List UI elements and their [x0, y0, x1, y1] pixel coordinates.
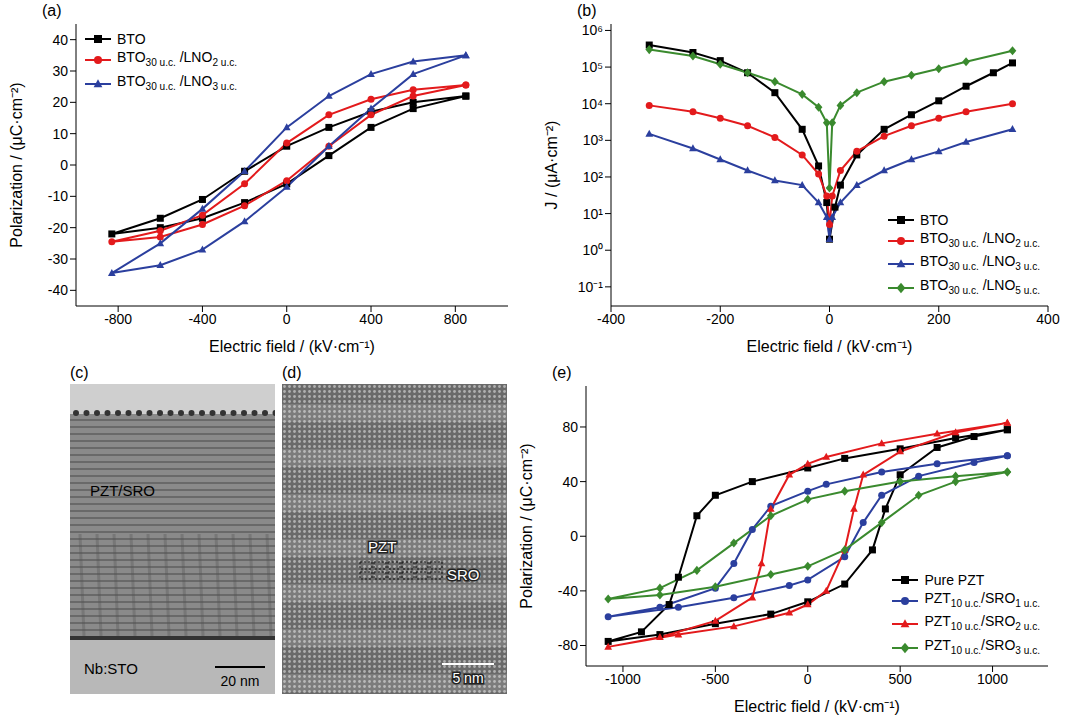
html-text:PZT10 u.c./SRO3 u.c.: PZT10 u.c./SRO3 u.c.	[924, 637, 1040, 656]
svg-text:10⁻¹: 10⁻¹	[578, 279, 604, 295]
svg-text:-40: -40	[48, 282, 68, 298]
svg-text:10²: 10²	[583, 169, 604, 185]
svg-text:400: 400	[359, 311, 383, 327]
html-text:(c): (c)	[70, 364, 89, 381]
html-text:BTO: BTO	[920, 211, 949, 228]
html-text:(d): (d)	[282, 364, 302, 381]
svg-text:-40: -40	[558, 583, 578, 599]
svg-text:PZT: PZT	[368, 538, 396, 555]
svg-text:0: 0	[283, 311, 291, 327]
svg-text:0: 0	[570, 528, 578, 544]
svg-text:Polarization / (μC·cm⁻²): Polarization / (μC·cm⁻²)	[518, 443, 535, 608]
svg-text:Polarization / (μC·cm⁻²): Polarization / (μC·cm⁻²)	[8, 82, 25, 247]
html-text:BTO30 u.c./LNO2 u.c.: BTO30 u.c./LNO2 u.c.	[920, 229, 1040, 249]
svg-text:J / (μA·cm⁻²): J / (μA·cm⁻²)	[543, 121, 560, 210]
svg-text:5 nm: 5 nm	[452, 670, 483, 686]
svg-text:Electric field / (kV·cm⁻¹): Electric field / (kV·cm⁻¹)	[209, 338, 375, 355]
svg-text:-20: -20	[48, 220, 68, 236]
svg-text:10¹: 10¹	[583, 206, 604, 222]
svg-text:500: 500	[888, 671, 912, 687]
svg-text:30: 30	[52, 63, 68, 79]
svg-text:Electric field / (kV·cm⁻¹): Electric field / (kV·cm⁻¹)	[747, 338, 913, 355]
svg-text:-10: -10	[48, 188, 68, 204]
html-text:PZT10 u.c./SRO2 u.c.: PZT10 u.c./SRO2 u.c.	[924, 613, 1040, 633]
html-text:(a): (a)	[42, 2, 62, 19]
svg-text:Nb:STO: Nb:STO	[84, 660, 138, 677]
svg-text:SRO: SRO	[447, 566, 480, 583]
svg-text:0: 0	[826, 311, 834, 327]
svg-text:10⁴: 10⁴	[581, 96, 603, 112]
svg-text:20 nm: 20 nm	[221, 673, 260, 689]
html-text:(b): (b)	[577, 2, 597, 19]
html-text:BTO: BTO	[117, 31, 146, 47]
svg-text:10⁶: 10⁶	[582, 22, 603, 38]
html-text:BTO30 u.c./LNO3 u.c.: BTO30 u.c./LNO3 u.c.	[920, 253, 1040, 273]
svg-text:10³: 10³	[583, 132, 604, 148]
svg-text:-400: -400	[597, 311, 625, 327]
svg-text:10⁰: 10⁰	[582, 242, 603, 258]
html-text:(e): (e)	[552, 364, 572, 381]
svg-text:800: 800	[444, 311, 468, 327]
svg-text:PZT/SRO: PZT/SRO	[90, 482, 155, 499]
svg-text:200: 200	[927, 311, 951, 327]
html-text:BTO30 u.c./LNO2 u.c.: BTO30 u.c./LNO2 u.c.	[117, 49, 237, 68]
svg-text:20: 20	[52, 94, 68, 110]
svg-text:400: 400	[1036, 311, 1060, 327]
html-text:PZT10 u.c./SRO1 u.c.: PZT10 u.c./SRO1 u.c.	[924, 589, 1040, 609]
html-text:BTO30 u.c./LNO5 u.c.: BTO30 u.c./LNO5 u.c.	[920, 277, 1040, 296]
svg-text:-30: -30	[48, 251, 68, 267]
html-text:BTO30 u.c./LNO3 u.c.: BTO30 u.c./LNO3 u.c.	[117, 72, 237, 92]
svg-text:10: 10	[52, 126, 68, 142]
svg-text:-400: -400	[188, 311, 216, 327]
svg-text:-500: -500	[701, 671, 729, 687]
svg-text:40: 40	[562, 474, 578, 490]
svg-text:-1000: -1000	[605, 671, 641, 687]
svg-text:-200: -200	[706, 311, 734, 327]
svg-text:1000: 1000	[977, 671, 1008, 687]
svg-text:-800: -800	[104, 311, 132, 327]
html-text:Pure PZT: Pure PZT	[924, 571, 985, 588]
svg-text:Electric field / (kV·cm⁻¹): Electric field / (kV·cm⁻¹)	[734, 698, 900, 715]
svg-text:40: 40	[52, 32, 68, 48]
svg-text:10⁵: 10⁵	[582, 59, 603, 75]
svg-text:0: 0	[60, 157, 68, 173]
svg-text:0: 0	[804, 671, 812, 687]
svg-text:-80: -80	[558, 637, 578, 653]
svg-text:80: 80	[562, 419, 578, 435]
